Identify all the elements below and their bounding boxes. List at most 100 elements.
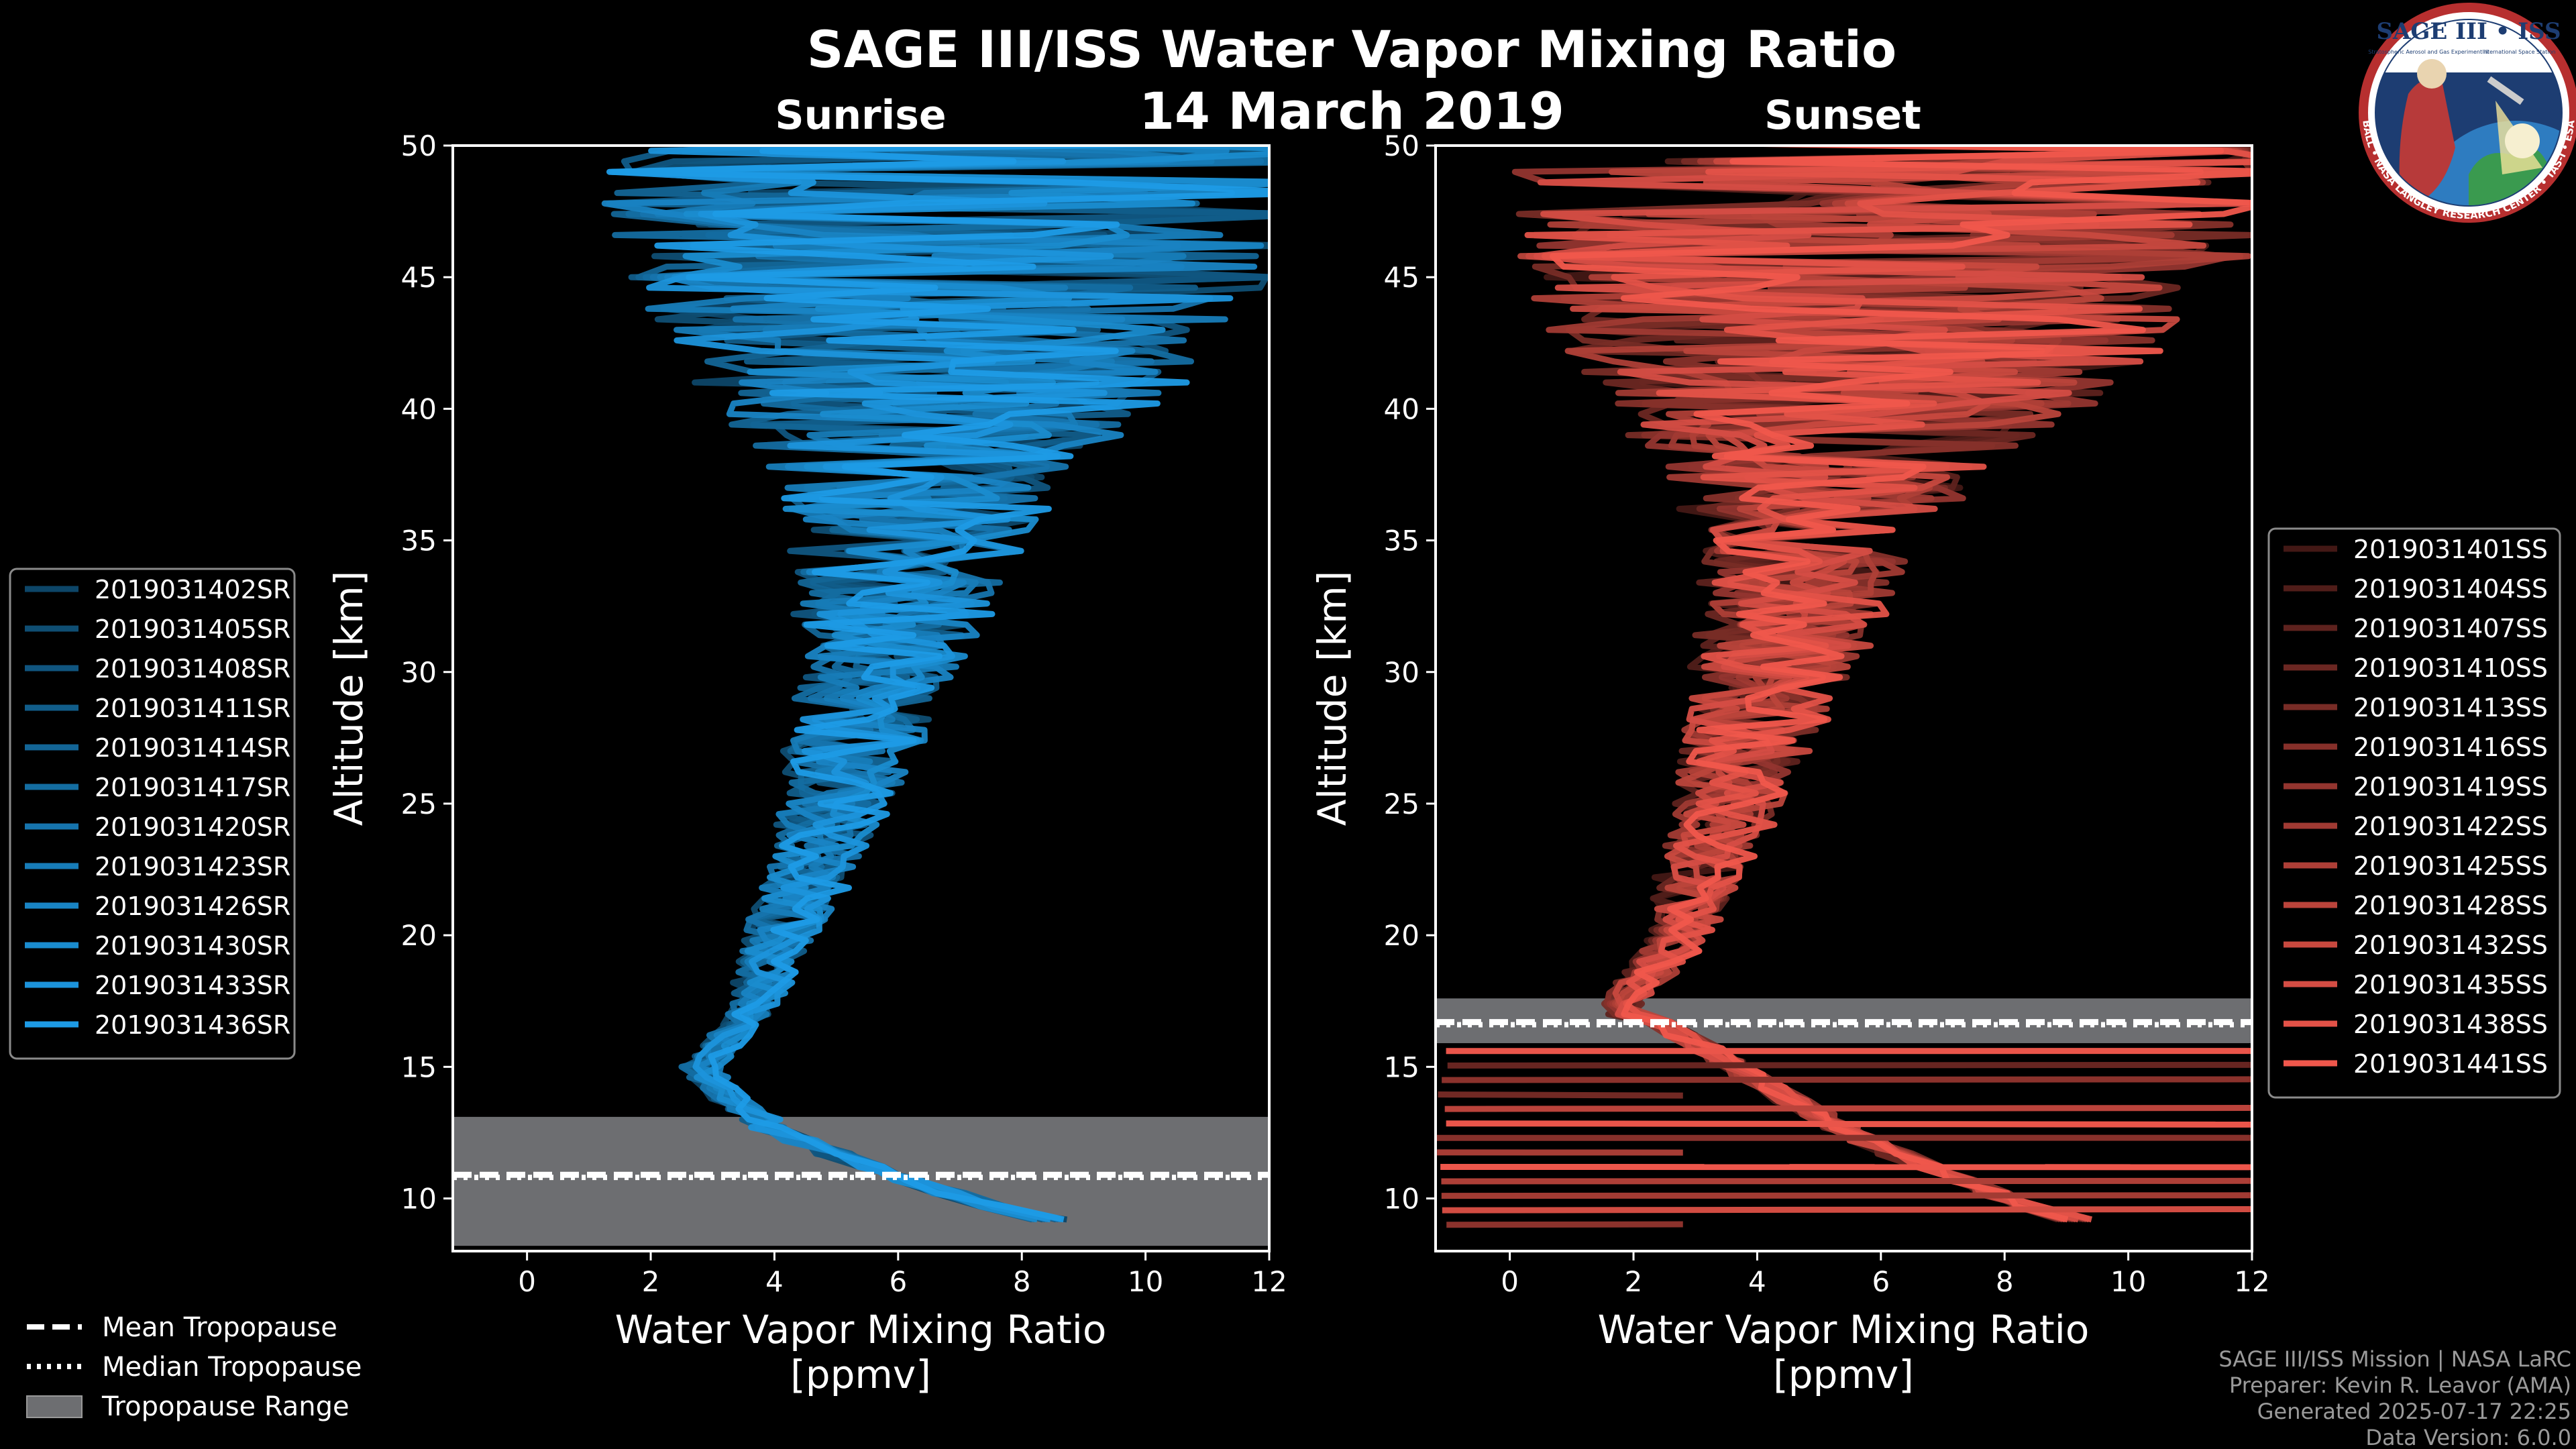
sunrise-xtick-label: 4 xyxy=(765,1265,784,1298)
sunrise-plot-content xyxy=(453,146,1269,1246)
sunrise-xtick-label: 8 xyxy=(1013,1265,1031,1298)
sunrise-xlabel-line: [ppmv] xyxy=(790,1352,931,1397)
sunrise-legend-label-2019031408SR: 2019031408SR xyxy=(95,654,290,684)
sunrise-ytick-label: 25 xyxy=(401,788,437,820)
sunset-series-2019031438SS xyxy=(1524,146,2252,1223)
sunrise-ylabel: Altitude [km] xyxy=(326,571,372,826)
credit-version: Data Version: 6.0.0 xyxy=(2365,1425,2571,1449)
logo-earth xyxy=(2415,121,2561,205)
sunset-legend-label-2019031432SS: 2019031432SS xyxy=(2353,930,2548,960)
sunrise-legend-label-2019031420SR: 2019031420SR xyxy=(95,812,290,842)
sunrise-xtick-label: 10 xyxy=(1128,1265,1163,1298)
credit-mission: SAGE III/ISS Mission | NASA LaRC xyxy=(2218,1346,2571,1372)
sunset-series-2019031441SS xyxy=(1549,146,2252,1223)
sage-iii-iss-logo: SAGE III • ISS Stratospheric Aerosol and… xyxy=(2359,3,2576,223)
sunrise-series-2019031433SR xyxy=(609,146,1234,1223)
sunrise-series-2019031436SR xyxy=(606,146,1269,1223)
sunrise-xtick-label: 0 xyxy=(518,1265,536,1298)
sunset-ytick-label: 25 xyxy=(1384,788,1419,820)
sunrise-legend-label-2019031402SR: 2019031402SR xyxy=(95,575,290,604)
sunrise-chart: 0 2 4 6 8 10 12 10 15 20 25 30 35 40 45 50 Altitude [km]… xyxy=(326,129,1287,1397)
figure-date: 14 March 2019 xyxy=(1139,81,1564,141)
sunset-ytick-label: 40 xyxy=(1384,392,1419,425)
sunset-legend-label-2019031416SS: 2019031416SS xyxy=(2353,733,2548,762)
sunset-low-streak xyxy=(1442,1205,2252,1214)
sunset-panel-title: Sunset xyxy=(1764,92,1921,139)
sunrise-legend-label-2019031405SR: 2019031405SR xyxy=(95,614,290,644)
sunrise-legend-label-2019031436SR: 2019031436SR xyxy=(95,1010,290,1040)
sunrise-ytick-label: 20 xyxy=(401,919,437,952)
sunrise-line-2019031433SR xyxy=(609,146,1234,1223)
sunset-plot-content xyxy=(1436,146,2252,1228)
sunset-axes-frame xyxy=(1434,144,2253,1252)
sunset-low-streak xyxy=(1441,1192,2252,1199)
sunset-xtick-label: 8 xyxy=(1996,1265,2014,1298)
sunrise-ytick-label: 45 xyxy=(401,261,437,294)
sunset-legend-label-2019031435SS: 2019031435SS xyxy=(2353,970,2548,1000)
sunset-xtick-label: 10 xyxy=(2110,1265,2146,1298)
sunset-legend-label-2019031407SS: 2019031407SS xyxy=(2353,614,2548,643)
sunset-low-streak xyxy=(1446,1221,1683,1228)
sunset-legend-label-2019031422SS: 2019031422SS xyxy=(2353,812,2548,841)
sunset-legend-label-2019031425SS: 2019031425SS xyxy=(2353,851,2548,881)
sunset-legend-box xyxy=(2267,527,2561,1099)
sunrise-xtick-label: 2 xyxy=(642,1265,660,1298)
logo-subtitle-2: International Space Station xyxy=(2483,49,2556,55)
sunset-ytick-label: 45 xyxy=(1384,261,1419,294)
sunset-xtick-label: 0 xyxy=(1501,1265,1519,1298)
sunrise-ytick-label: 40 xyxy=(401,392,437,425)
figure-title: SAGE III/ISS Water Vapor Mixing Ratio xyxy=(807,19,1897,79)
sunset-legend-label-2019031410SS: 2019031410SS xyxy=(2353,653,2548,683)
sunrise-legend-label-2019031417SR: 2019031417SR xyxy=(95,773,290,802)
sunset-ytick-label: 10 xyxy=(1384,1183,1419,1216)
sunset-xtick-label: 12 xyxy=(2234,1265,2269,1298)
sunrise-legend-label-2019031414SR: 2019031414SR xyxy=(95,733,290,763)
sunrise-legend-label-2019031423SR: 2019031423SR xyxy=(95,852,290,881)
sunset-ytick-label: 35 xyxy=(1384,525,1419,557)
sunset-ytick-label: 20 xyxy=(1384,919,1419,952)
sunset-legend-label-2019031428SS: 2019031428SS xyxy=(2353,891,2548,920)
credit-generated: Generated 2025-07-17 22:25 xyxy=(2257,1399,2571,1424)
median-tropopause-label: Median Tropopause xyxy=(102,1352,362,1383)
sunrise-legend-label-2019031411SR: 2019031411SR xyxy=(95,694,290,723)
logo-name: SAGE III • ISS xyxy=(2376,18,2561,45)
sunrise-ytick-label: 35 xyxy=(401,525,437,557)
sunset-legend-label-2019031438SS: 2019031438SS xyxy=(2353,1010,2548,1039)
logo-figure xyxy=(2399,78,2455,205)
credits: SAGE III/ISS Mission | NASA LaRC Prepare… xyxy=(2218,1346,2571,1449)
tropopause-range-swatch xyxy=(26,1395,83,1418)
sunrise-xlabel-line: Water Vapor Mixing Ratio xyxy=(615,1307,1107,1352)
sunset-low-streak xyxy=(1446,1120,2252,1128)
sunrise-xtick-label: 12 xyxy=(1251,1265,1287,1298)
sunrise-panel-title: Sunrise xyxy=(775,92,946,139)
sunset-ytick-label: 15 xyxy=(1384,1051,1419,1083)
sunset-low-streak xyxy=(1444,1105,2252,1112)
sunset-low-streak xyxy=(1438,1091,1683,1099)
sunset-ylabel: Altitude [km] xyxy=(1309,571,1355,826)
sunrise-legend: 2019031402SR 2019031405SR 2019031408SR 2019… xyxy=(9,568,296,1060)
credit-preparer: Preparer: Kevin R. Leavor (AMA) xyxy=(2229,1373,2571,1398)
sunrise-legend-label-2019031430SR: 2019031430SR xyxy=(95,931,290,961)
sunrise-xtick-label: 6 xyxy=(889,1265,907,1298)
sunset-xtick-label: 4 xyxy=(1748,1265,1766,1298)
sunrise-ytick-label: 15 xyxy=(401,1051,437,1083)
sunset-line-2019031438SS xyxy=(1524,146,2252,1223)
sunset-legend: 2019031401SS 2019031404SS 2019031407SS 2019… xyxy=(2267,527,2561,1099)
sunrise-legend-label-2019031433SR: 2019031433SR xyxy=(95,971,290,1000)
sunrise-legend-box xyxy=(9,568,296,1060)
sunset-legend-label-2019031413SS: 2019031413SS xyxy=(2353,693,2548,722)
sunset-line-2019031441SS xyxy=(1549,146,2252,1223)
sunrise-line-2019031436SR xyxy=(606,146,1269,1223)
sunrise-axes-frame xyxy=(451,144,1271,1252)
sunrise-ytick-label: 10 xyxy=(401,1183,437,1216)
sunset-xtick-label: 2 xyxy=(1625,1265,1643,1298)
sunset-legend-label-2019031404SS: 2019031404SS xyxy=(2353,574,2548,604)
tropopause-legend: Mean Tropopause Median Tropopause Tropop… xyxy=(26,1312,362,1422)
sunset-legend-label-2019031419SS: 2019031419SS xyxy=(2353,772,2548,802)
sunset-xtick-label: 6 xyxy=(1872,1265,1890,1298)
sunset-ytick-label: 30 xyxy=(1384,656,1419,689)
sunset-low-streak xyxy=(1442,1076,2252,1083)
sunset-xlabel-line: [ppmv] xyxy=(1773,1352,1914,1397)
sunset-legend-label-2019031401SS: 2019031401SS xyxy=(2353,535,2548,564)
